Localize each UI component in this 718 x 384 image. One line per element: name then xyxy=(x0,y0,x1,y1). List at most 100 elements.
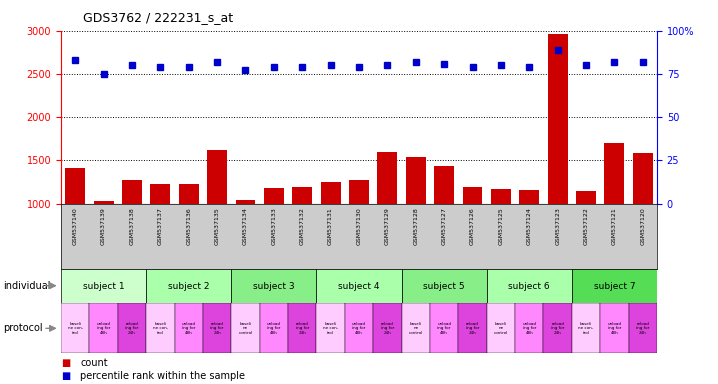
Bar xyxy=(548,34,567,204)
Bar xyxy=(373,303,401,353)
Bar xyxy=(122,180,142,204)
Text: reload
ing for
24h: reload ing for 24h xyxy=(466,322,479,334)
Bar xyxy=(378,152,397,204)
Text: reload
ing for
24h: reload ing for 24h xyxy=(636,322,650,334)
Bar xyxy=(231,269,317,303)
Text: baseli
ne
control: baseli ne control xyxy=(409,322,423,334)
Bar xyxy=(633,152,653,204)
Bar xyxy=(345,303,373,353)
Text: reload
ing for
24h: reload ing for 24h xyxy=(296,322,309,334)
Bar xyxy=(317,269,401,303)
Bar xyxy=(491,189,510,204)
Bar xyxy=(260,303,288,353)
Text: GSM537138: GSM537138 xyxy=(129,207,134,245)
Text: GSM537128: GSM537128 xyxy=(414,207,419,245)
Text: GSM537134: GSM537134 xyxy=(243,207,248,245)
Text: GSM537129: GSM537129 xyxy=(385,207,390,245)
Text: GSM537132: GSM537132 xyxy=(299,207,304,245)
Text: reload
ing for
24h: reload ing for 24h xyxy=(381,322,394,334)
Text: ■: ■ xyxy=(61,371,70,381)
Bar xyxy=(146,303,174,353)
Bar xyxy=(600,303,628,353)
Bar xyxy=(401,269,487,303)
Text: GSM537140: GSM537140 xyxy=(73,207,78,245)
Text: GSM537131: GSM537131 xyxy=(328,207,333,245)
Text: subject 2: subject 2 xyxy=(168,281,210,291)
Text: unload
ing for
48h: unload ing for 48h xyxy=(437,322,451,334)
Bar xyxy=(288,303,317,353)
Text: GSM537127: GSM537127 xyxy=(442,207,447,245)
Text: GDS3762 / 222231_s_at: GDS3762 / 222231_s_at xyxy=(83,12,233,25)
Bar xyxy=(151,184,170,204)
Bar xyxy=(572,269,657,303)
Bar xyxy=(264,188,284,204)
Text: GSM537122: GSM537122 xyxy=(584,207,589,245)
Text: GSM537120: GSM537120 xyxy=(640,207,645,245)
Bar xyxy=(321,182,340,204)
Bar xyxy=(487,269,572,303)
Bar xyxy=(572,303,600,353)
Text: GSM537121: GSM537121 xyxy=(612,207,617,245)
Bar xyxy=(401,303,430,353)
Bar xyxy=(544,303,572,353)
Bar xyxy=(519,190,539,204)
Text: subject 6: subject 6 xyxy=(508,281,550,291)
Bar xyxy=(174,303,203,353)
Bar xyxy=(458,303,487,353)
Text: protocol: protocol xyxy=(4,323,43,333)
Text: GSM537133: GSM537133 xyxy=(271,207,276,245)
Bar xyxy=(203,303,231,353)
Text: subject 7: subject 7 xyxy=(594,281,635,291)
Bar xyxy=(90,303,118,353)
Bar xyxy=(462,187,482,204)
Text: baseli
ne
control: baseli ne control xyxy=(238,322,253,334)
Bar xyxy=(292,187,312,204)
Bar xyxy=(605,143,625,204)
Bar xyxy=(349,180,369,204)
Text: subject 5: subject 5 xyxy=(424,281,465,291)
Text: baseli
ne con-
trol: baseli ne con- trol xyxy=(323,322,338,334)
Text: GSM537125: GSM537125 xyxy=(498,207,503,245)
Bar xyxy=(406,157,426,204)
Bar xyxy=(236,200,256,204)
Text: reload
ing for
24h: reload ing for 24h xyxy=(210,322,224,334)
Text: GSM537123: GSM537123 xyxy=(555,207,560,245)
Bar xyxy=(430,303,458,353)
Bar xyxy=(61,303,90,353)
Text: subject 1: subject 1 xyxy=(83,281,124,291)
Text: GSM537126: GSM537126 xyxy=(470,207,475,245)
Text: unload
ing for
48h: unload ing for 48h xyxy=(352,322,366,334)
Bar xyxy=(628,303,657,353)
Bar xyxy=(146,269,231,303)
Bar xyxy=(487,303,515,353)
Text: GSM537136: GSM537136 xyxy=(186,207,191,245)
Text: GSM537130: GSM537130 xyxy=(357,207,361,245)
Text: ■: ■ xyxy=(61,358,70,368)
Bar xyxy=(231,303,260,353)
Text: unload
ing for
48h: unload ing for 48h xyxy=(267,322,281,334)
Bar xyxy=(179,184,199,204)
Text: baseli
ne
control: baseli ne control xyxy=(494,322,508,334)
Text: baseli
ne con-
trol: baseli ne con- trol xyxy=(67,322,83,334)
Text: subject 4: subject 4 xyxy=(338,281,380,291)
Text: percentile rank within the sample: percentile rank within the sample xyxy=(80,371,246,381)
Text: GSM537124: GSM537124 xyxy=(527,207,532,245)
Text: unload
ing for
48h: unload ing for 48h xyxy=(607,322,621,334)
Text: baseli
ne con-
trol: baseli ne con- trol xyxy=(579,322,594,334)
Text: baseli
ne con-
trol: baseli ne con- trol xyxy=(153,322,168,334)
Text: unload
ing for
48h: unload ing for 48h xyxy=(182,322,196,334)
Text: GSM537139: GSM537139 xyxy=(101,207,106,245)
Text: individual: individual xyxy=(4,281,51,291)
Bar xyxy=(576,190,596,204)
Bar xyxy=(434,166,454,204)
Text: reload
ing for
24h: reload ing for 24h xyxy=(125,322,139,334)
Bar xyxy=(93,201,113,204)
Bar xyxy=(118,303,146,353)
Text: subject 3: subject 3 xyxy=(253,281,294,291)
Text: reload
ing for
24h: reload ing for 24h xyxy=(551,322,564,334)
Bar xyxy=(61,269,146,303)
Text: unload
ing for
48h: unload ing for 48h xyxy=(522,322,536,334)
Bar xyxy=(208,150,227,204)
Text: GSM537135: GSM537135 xyxy=(215,207,220,245)
Text: count: count xyxy=(80,358,108,368)
